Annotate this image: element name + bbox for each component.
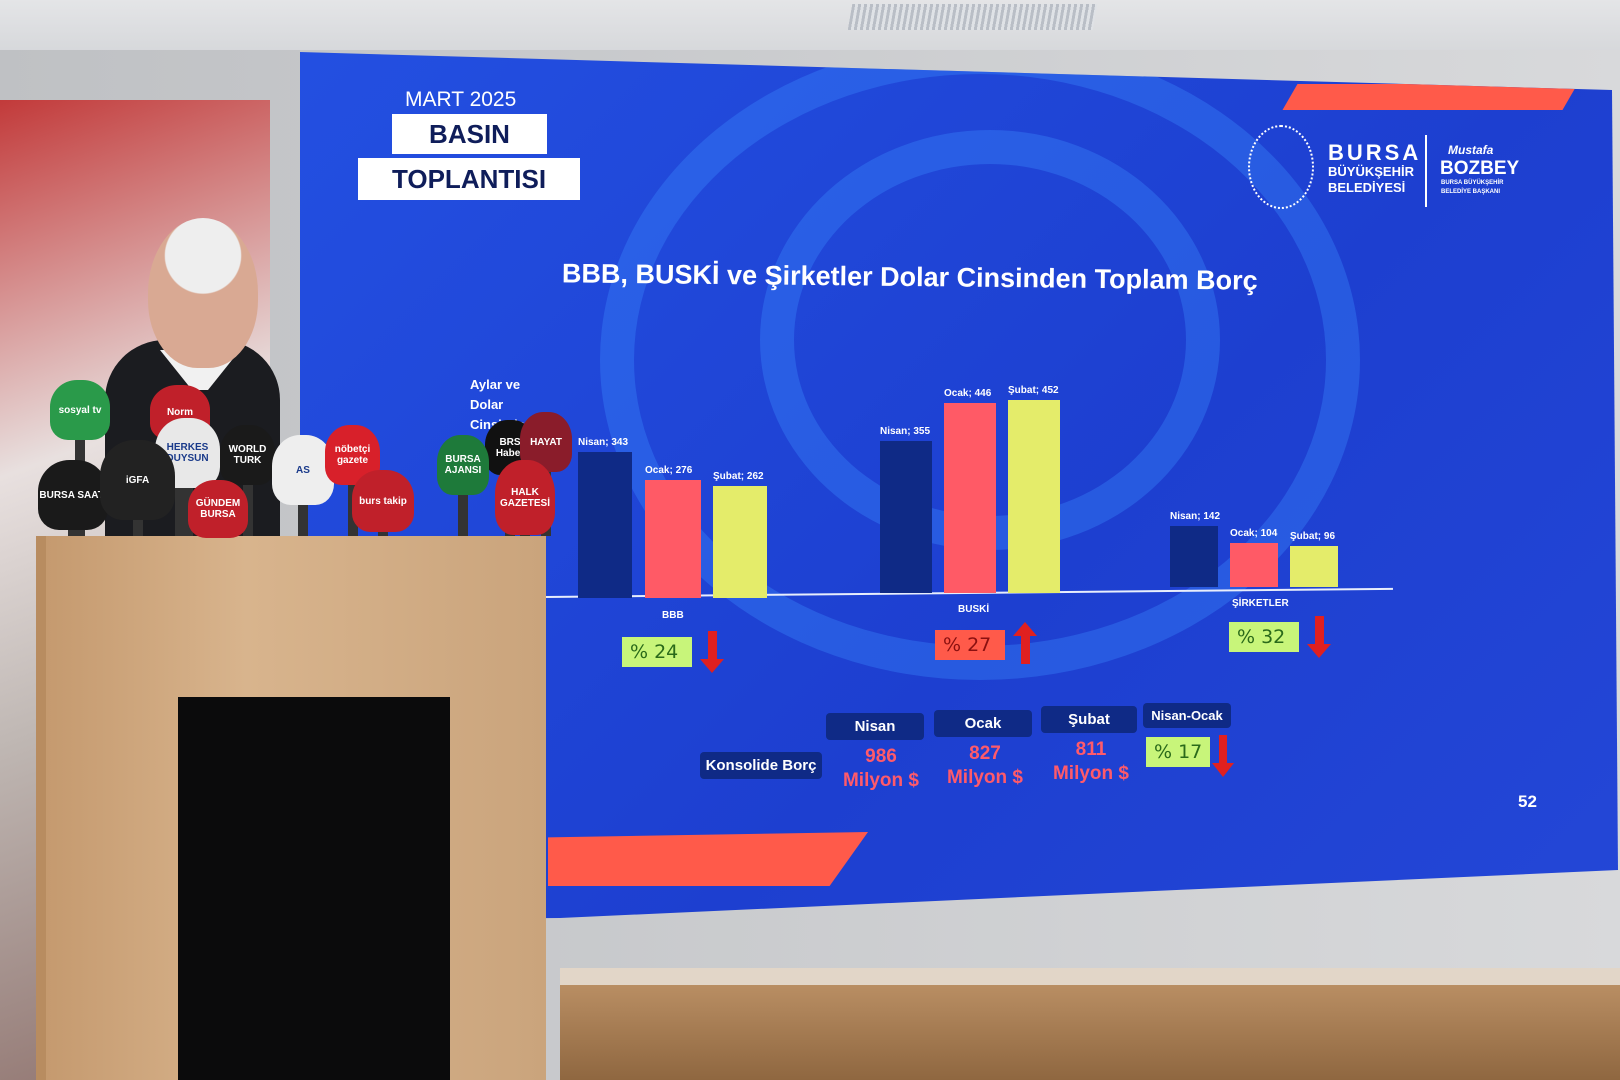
mayor-signature: Mustafa: [1448, 143, 1494, 157]
mayor-sub2: BELEDİYE BAŞKANI: [1441, 189, 1501, 195]
change-badge: % 32: [1229, 622, 1299, 652]
podium-panel: [178, 697, 450, 1080]
page-number: 52: [1518, 792, 1537, 811]
unit: Milyon $: [946, 767, 1023, 788]
consolidated-header-subat: Şubat: [1041, 706, 1137, 733]
consolidated-header-ocak: Ocak: [934, 710, 1032, 737]
consolidated-value-nisan: 986 Milyon $: [826, 745, 936, 793]
category-label: BBB: [662, 610, 684, 621]
mayor-sub1: BURSA BÜYÜKŞEHİR: [1441, 180, 1504, 186]
consolidated-change-badge: % 17: [1146, 737, 1211, 767]
microphone-stand: [68, 530, 78, 536]
microphone-stand: [298, 505, 308, 536]
change-badge: % 27: [935, 630, 1005, 660]
arrow-down-icon: [1307, 614, 1331, 658]
floor: [560, 985, 1620, 1080]
badge-toplantisi: TOPLANTISI: [358, 158, 580, 200]
bar-bbb-ocak: [645, 480, 701, 598]
bar-label: Şubat; 262: [713, 471, 764, 483]
microphone-stand: [378, 532, 388, 536]
bar-label: Nisan; 343: [578, 436, 629, 448]
arrow-down-icon: [700, 629, 724, 673]
bar-label: Ocak; 104: [1230, 527, 1278, 539]
bar-label: Şubat; 96: [1290, 531, 1336, 542]
bar-şi̇rketler-nisan: [1170, 526, 1218, 587]
microphone: iGFA: [100, 440, 175, 520]
legend-note-line: Aylar ve: [470, 377, 521, 392]
baseboard: [560, 968, 1620, 988]
consolidated-header-nisan: Nisan: [826, 713, 924, 740]
microphone-stand: [520, 535, 530, 536]
consolidated-row-label: Konsolide Borç: [700, 752, 822, 779]
arrow-down-icon: [1212, 735, 1234, 779]
bar-label: Nisan; 142: [1170, 511, 1221, 523]
unit: Milyon $: [842, 770, 919, 791]
microphone: WORLD TURK: [220, 425, 275, 485]
microphone-stand: [175, 440, 185, 536]
microphone: nöbetçi gazete: [325, 425, 380, 485]
value: 811: [1075, 739, 1107, 760]
microphone-stand: [182, 488, 193, 536]
slide-date: MART 2025: [405, 88, 517, 111]
change-badge: % 24: [622, 637, 692, 667]
logo-org-line3: BELEDİYESİ: [1328, 180, 1406, 195]
microphone: burs takip: [352, 470, 414, 532]
bar-label: Şubat; 452: [1008, 384, 1059, 396]
microphone: AS: [272, 435, 334, 505]
logo-org-line2: BÜYÜKŞEHİR: [1328, 164, 1414, 179]
microphone: BURSA SAATİ: [38, 460, 108, 530]
category-label: BUSKİ: [958, 604, 990, 615]
bar-buski̇-şubat: [1008, 399, 1060, 593]
badge-basin: BASIN: [392, 114, 547, 154]
unit: Milyon $: [1052, 763, 1129, 784]
bar-label: Nisan; 355: [880, 426, 931, 438]
bar-şi̇rketler-şubat: [1290, 546, 1338, 587]
bar-bbb-nisan: [578, 451, 632, 598]
bar-buski̇-ocak: [944, 402, 996, 593]
logo-divider: [1425, 135, 1427, 207]
microphone: HALK GAZETESİ: [495, 460, 555, 535]
microphone: sosyal tv: [50, 380, 110, 440]
municipality-emblem-icon: [1248, 125, 1314, 209]
consolidated-header-change: Nisan-Ocak: [1143, 703, 1231, 728]
red-stripe: [548, 832, 868, 886]
bar-label: Ocak; 276: [645, 465, 693, 477]
legend-note-line: Dolar: [470, 397, 504, 412]
bar-şi̇rketler-ocak: [1230, 542, 1278, 587]
value: 827: [969, 743, 1001, 764]
logo-org-line1: BURSA: [1328, 140, 1422, 165]
consolidated-value-ocak: 827 Milyon $: [930, 742, 1040, 790]
value: 986: [865, 746, 897, 767]
bar-buski̇-nisan: [880, 441, 932, 593]
arrow-up-icon: [1013, 622, 1037, 666]
bar-bbb-şubat: [713, 486, 767, 598]
microphone-stand: [458, 495, 468, 536]
bar-label: Ocak; 446: [944, 387, 992, 399]
microphone: BURSA AJANSI: [437, 435, 489, 495]
category-label: ŞİRKETLER: [1232, 598, 1289, 609]
microphone: GÜNDEM BURSA: [188, 480, 248, 538]
mayor-name: BOZBEY: [1440, 158, 1520, 179]
consolidated-value-subat: 811 Milyon $: [1036, 738, 1146, 786]
speaker-head: [148, 218, 258, 368]
microphone-stand: [132, 520, 143, 536]
